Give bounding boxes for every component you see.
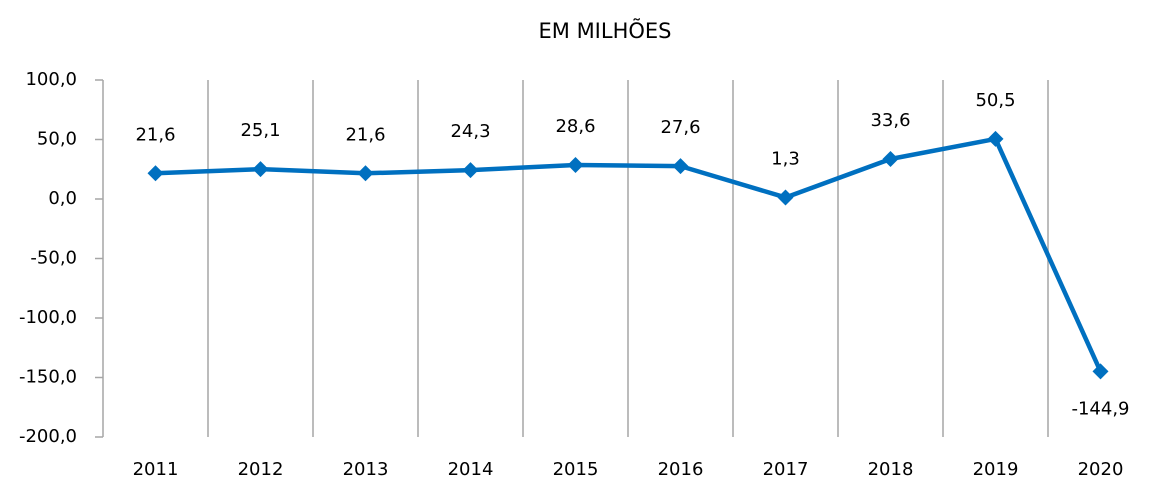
marker [777, 189, 794, 206]
x-tick-label: 2011 [133, 459, 179, 480]
x-tick-label: 2012 [238, 459, 284, 480]
y-tick-label: 100,0 [25, 69, 77, 90]
marker [357, 165, 374, 182]
x-tick-label: 2020 [1078, 459, 1124, 480]
data-label: 21,6 [345, 124, 385, 145]
data-label: -144,9 [1071, 398, 1129, 419]
data-label: 27,6 [660, 117, 700, 138]
marker [567, 156, 584, 173]
x-tick-label: 2018 [868, 459, 914, 480]
marker [1092, 363, 1109, 380]
data-label: 21,6 [135, 124, 175, 145]
x-tick-label: 2017 [763, 459, 809, 480]
y-tick-label: -100,0 [19, 307, 77, 328]
x-tick-label: 2015 [553, 459, 599, 480]
data-label: 50,5 [975, 90, 1015, 111]
chart-title: EM MILHÕES [539, 17, 672, 43]
y-tick-label: 0,0 [48, 188, 77, 209]
data-label: 25,1 [240, 120, 280, 141]
marker [987, 130, 1004, 147]
y-tick-label: 50,0 [37, 129, 77, 150]
data-label: 28,6 [555, 116, 595, 137]
line [155, 136, 1103, 373]
y-tick-label: -50,0 [30, 248, 77, 269]
x-tick-label: 2019 [973, 459, 1019, 480]
data-label: 24,3 [450, 121, 490, 142]
x-tick-label: 2013 [343, 459, 389, 480]
marker [462, 162, 479, 179]
marker [252, 161, 269, 178]
x-tick-label: 2016 [658, 459, 704, 480]
y-tick-label: -150,0 [19, 367, 77, 388]
y-tick-label: -200,0 [19, 426, 77, 447]
x-tick-label: 2014 [448, 459, 494, 480]
data-label: 33,6 [870, 110, 910, 131]
data-label: 1,3 [771, 148, 800, 169]
marker [882, 151, 899, 168]
marker [672, 158, 689, 175]
marker [147, 165, 164, 182]
